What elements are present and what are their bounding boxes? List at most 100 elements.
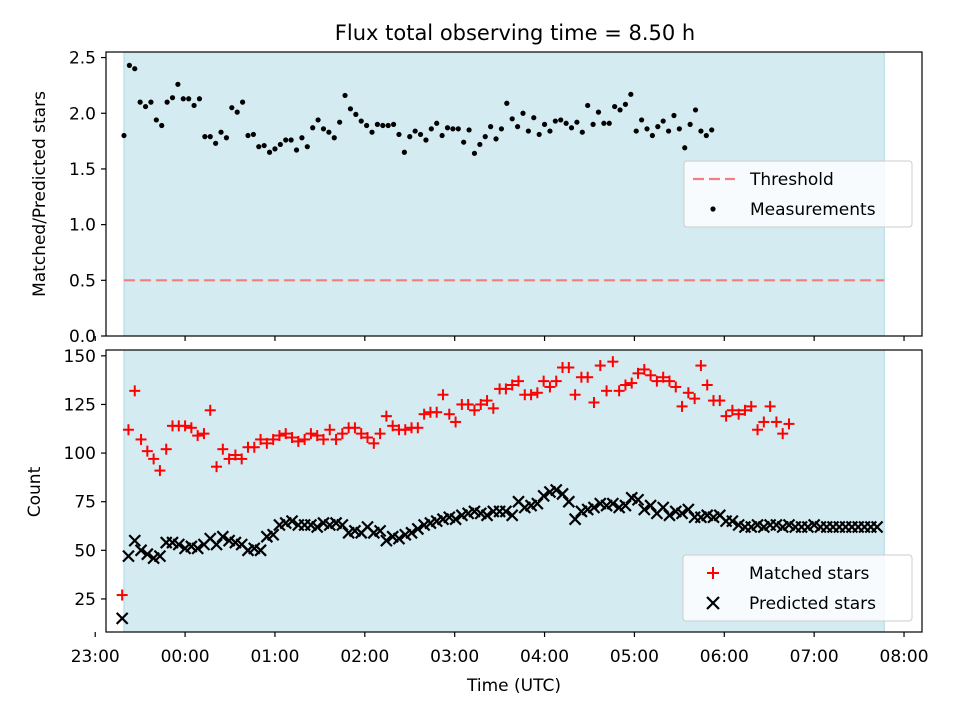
matched-star-point bbox=[412, 422, 424, 434]
measurement-point bbox=[617, 107, 623, 113]
measurement-point bbox=[709, 127, 715, 133]
x-tick-label: 00:00 bbox=[161, 647, 210, 667]
top-x-ticks bbox=[94, 336, 905, 341]
measurement-point bbox=[552, 118, 558, 124]
predicted-star-point bbox=[285, 514, 299, 528]
predicted-star-point bbox=[153, 549, 167, 563]
predicted-star-point bbox=[537, 489, 550, 503]
measurement-point bbox=[698, 128, 704, 134]
matched-star-point bbox=[758, 416, 770, 428]
bottom-y-tick-label: 150 bbox=[64, 347, 96, 367]
matched-star-point bbox=[399, 424, 411, 436]
predicted-star-point bbox=[675, 507, 689, 520]
matched-star-point bbox=[374, 428, 386, 440]
bottom-legend-box bbox=[682, 554, 913, 622]
matched-star-point bbox=[777, 428, 789, 440]
measurement-point bbox=[692, 107, 699, 113]
matched-star-point bbox=[613, 385, 625, 397]
predicted-star-point bbox=[134, 544, 148, 557]
measurement-point bbox=[633, 128, 639, 134]
matched-star-point bbox=[255, 433, 267, 445]
measurement-point bbox=[649, 132, 655, 139]
measurement-point bbox=[504, 100, 510, 106]
matched-star-point bbox=[286, 432, 298, 444]
predicted-star-point bbox=[380, 534, 393, 547]
matched-star-point bbox=[223, 453, 235, 465]
measurement-point bbox=[682, 145, 688, 151]
matched-star-point bbox=[651, 375, 663, 387]
matched-star-point bbox=[236, 453, 248, 465]
matched-star-point bbox=[122, 424, 134, 436]
measurement-point bbox=[385, 122, 391, 129]
measurement-point bbox=[558, 117, 564, 123]
measurement-point bbox=[234, 109, 240, 115]
measurement-point bbox=[250, 131, 256, 138]
measurement-point bbox=[676, 126, 682, 132]
measurement-point bbox=[261, 142, 267, 149]
measurement-point bbox=[574, 119, 580, 125]
matched-star-point bbox=[745, 400, 757, 412]
top-y-tick-label: 0.5 bbox=[69, 271, 96, 291]
matched-star-point bbox=[330, 433, 342, 445]
predicted-star-point bbox=[266, 528, 280, 542]
matched-star-point bbox=[368, 437, 380, 449]
measurement-point bbox=[671, 112, 677, 119]
measurement-point bbox=[256, 144, 262, 150]
measurement-point bbox=[568, 125, 575, 131]
measurement-point bbox=[180, 96, 186, 102]
matched-star-point bbox=[689, 393, 701, 405]
matched-star-point bbox=[582, 371, 594, 383]
matched-star-point bbox=[512, 375, 524, 387]
measurement-point bbox=[223, 135, 230, 141]
measurement-point bbox=[191, 102, 197, 109]
measurement-point bbox=[585, 102, 591, 109]
measurement-point bbox=[137, 99, 143, 105]
top-y-tick-label: 1.5 bbox=[69, 160, 96, 180]
measurement-point bbox=[488, 124, 494, 130]
predicted-star-point bbox=[480, 509, 494, 522]
matched-star-point bbox=[550, 375, 562, 387]
matched-star-point bbox=[267, 433, 279, 445]
measurement-point bbox=[531, 115, 537, 121]
top-y-axis-label: Matched/Predicted stars bbox=[30, 91, 50, 297]
matched-star-point bbox=[179, 420, 191, 432]
legend-matched-swatch bbox=[707, 567, 719, 579]
predicted-star-point bbox=[172, 538, 186, 551]
matched-star-point bbox=[594, 360, 606, 372]
measurement-point bbox=[121, 132, 127, 139]
predicted-star-point bbox=[870, 520, 884, 534]
matched-star-point bbox=[362, 432, 374, 444]
matched-star-point bbox=[148, 453, 160, 465]
matched-star-point bbox=[317, 433, 329, 445]
matched-star-point bbox=[129, 385, 141, 397]
measurement-point bbox=[315, 117, 321, 123]
predicted-star-point bbox=[216, 530, 230, 543]
measurement-point bbox=[353, 111, 359, 117]
x-tick-label: 23:00 bbox=[71, 647, 120, 667]
measurement-point bbox=[606, 120, 612, 126]
matched-star-point bbox=[280, 428, 292, 440]
measurement-point bbox=[342, 92, 348, 99]
x-tick-label: 08:00 bbox=[880, 647, 929, 667]
matched-star-point bbox=[506, 379, 518, 391]
top-axes-frame bbox=[105, 51, 923, 337]
measurement-point bbox=[239, 99, 246, 105]
bottom-panel: 25 50 75 100 125 150 23:00 00:00 01:00 02:00 03:0… bbox=[25, 347, 929, 696]
top-y-ticks: 0.0 0.5 1.0 1.5 2.0 2.5 bbox=[69, 49, 106, 347]
matched-star-point bbox=[185, 422, 197, 434]
measurement-points bbox=[121, 62, 715, 156]
x-tick-label: 07:00 bbox=[790, 647, 839, 667]
predicted-star-point bbox=[726, 514, 739, 528]
top-legend: Threshold Measurements bbox=[683, 160, 913, 228]
x-tick-label: 04:00 bbox=[520, 647, 569, 667]
measurement-point bbox=[266, 149, 273, 155]
matched-star-point bbox=[701, 379, 713, 391]
matched-star-point bbox=[387, 420, 399, 432]
matched-star-point bbox=[468, 404, 480, 416]
matched-star-point bbox=[141, 445, 153, 457]
measurement-point bbox=[493, 136, 499, 142]
top-y-tick-label: 2.0 bbox=[69, 104, 96, 124]
measurement-point bbox=[380, 122, 386, 129]
top-y-tick-label: 1.0 bbox=[69, 216, 96, 236]
matched-star-point bbox=[487, 402, 499, 414]
